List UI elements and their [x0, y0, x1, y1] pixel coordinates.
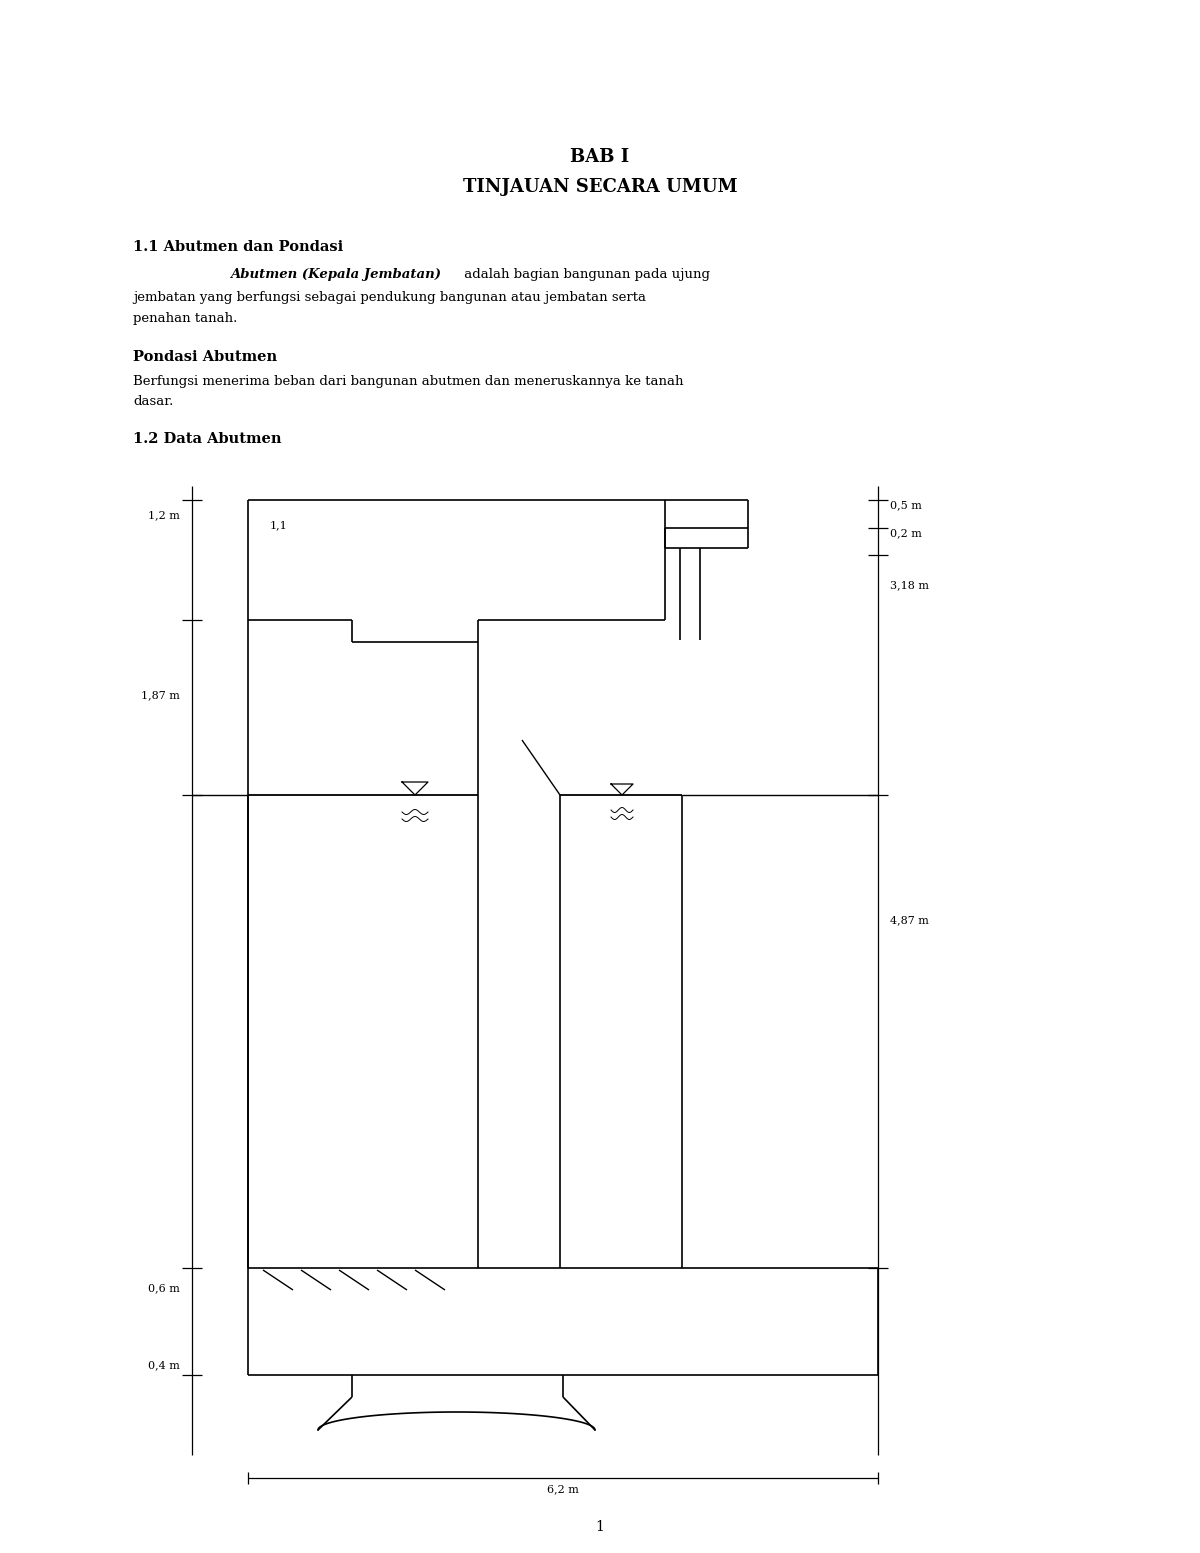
Text: 6,2 m: 6,2 m: [547, 1485, 578, 1494]
Text: 3,18 m: 3,18 m: [890, 579, 929, 590]
Text: 1,1: 1,1: [270, 520, 288, 530]
Text: Pondasi Abutmen: Pondasi Abutmen: [133, 349, 277, 363]
Text: adalah bagian bangunan pada ujung: adalah bagian bangunan pada ujung: [460, 269, 710, 281]
Text: 0,4 m: 0,4 m: [148, 1360, 180, 1370]
Text: 0,6 m: 0,6 m: [148, 1283, 180, 1294]
Text: 1.2 Data Abutmen: 1.2 Data Abutmen: [133, 432, 282, 446]
Text: 1,87 m: 1,87 m: [142, 690, 180, 700]
Text: 4,87 m: 4,87 m: [890, 915, 929, 926]
Text: Abutmen (Kepala Jembatan): Abutmen (Kepala Jembatan): [230, 269, 442, 281]
Text: penahan tanah.: penahan tanah.: [133, 312, 238, 325]
Text: jembatan yang berfungsi sebagai pendukung bangunan atau jembatan serta: jembatan yang berfungsi sebagai pendukun…: [133, 290, 646, 304]
Text: BAB I: BAB I: [570, 148, 630, 166]
Text: 1: 1: [595, 1520, 605, 1534]
Text: TINJAUAN SECARA UMUM: TINJAUAN SECARA UMUM: [463, 179, 737, 196]
Text: Berfungsi menerima beban dari bangunan abutmen dan meneruskannya ke tanah: Berfungsi menerima beban dari bangunan a…: [133, 374, 684, 388]
Text: 0,5 m: 0,5 m: [890, 500, 922, 509]
Text: 1,2 m: 1,2 m: [148, 509, 180, 520]
Text: dasar.: dasar.: [133, 394, 173, 408]
Text: 0,2 m: 0,2 m: [890, 528, 922, 537]
Text: 1.1 Abutmen dan Pondasi: 1.1 Abutmen dan Pondasi: [133, 241, 343, 255]
